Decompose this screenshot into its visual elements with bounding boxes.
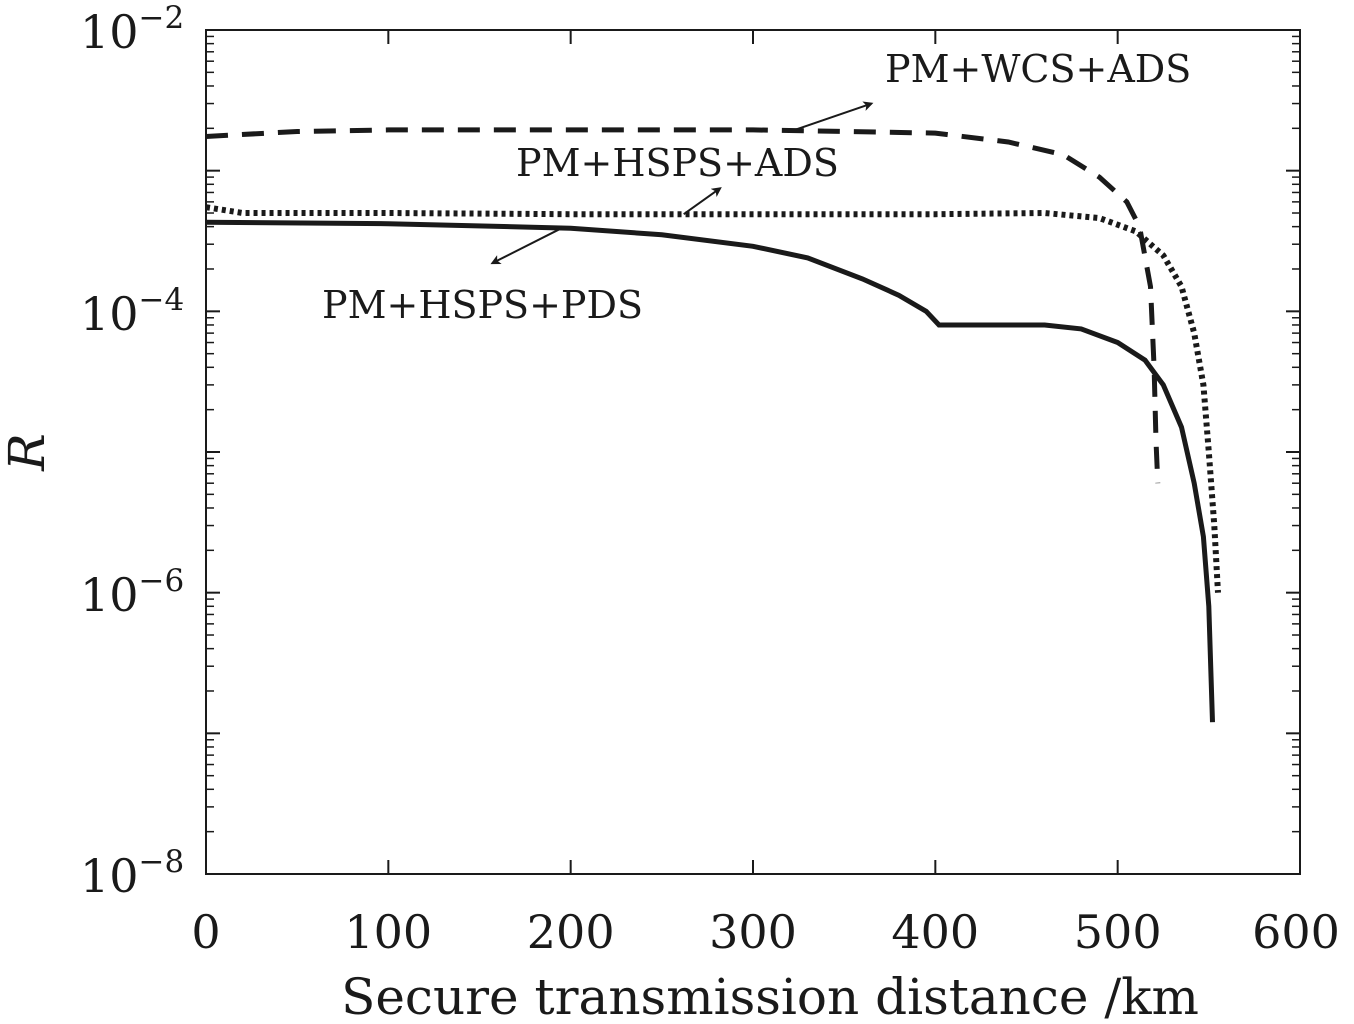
x-tick-label: 600 — [1252, 905, 1340, 959]
annotations: PM+WCS+ADS PM+HSPS+ADS PM+HSPS+PDS — [322, 47, 1191, 327]
x-tick-labels: 0 100 200 300 400 500 600 — [191, 905, 1340, 959]
y-tick-label: 10−4 — [80, 282, 184, 341]
y-tick-label: 10−6 — [80, 563, 184, 622]
x-tick-label: 500 — [1074, 905, 1162, 959]
x-tick-label: 0 — [191, 905, 220, 959]
annotation-label-hsps-pds: PM+HSPS+PDS — [322, 283, 643, 327]
y-tick-label: 10−8 — [80, 844, 184, 903]
y-tick-base: 10 — [80, 287, 139, 341]
y-tick-label: 10−2 — [80, 0, 184, 59]
y-tick-labels: 10−2 10−4 10−6 10−8 — [80, 0, 184, 903]
annotation-arrow-hsps-pds — [490, 227, 563, 265]
y-tick-exponent: −6 — [139, 563, 185, 599]
y-tick-base: 10 — [80, 849, 139, 903]
y-tick-base: 10 — [80, 568, 139, 622]
plot-frame — [205, 29, 1301, 875]
y-axis-title: R — [0, 433, 56, 472]
series-layer — [205, 127, 1221, 723]
series-solid-line — [205, 219, 1215, 723]
x-tick-label: 400 — [891, 905, 979, 959]
annotation-arrow-hsps-ads — [683, 187, 722, 216]
minor-ticks — [206, 35, 1300, 833]
x-tick-label: 200 — [527, 905, 615, 959]
y-tick-exponent: −2 — [139, 0, 185, 36]
x-axis-title: Secure transmission distance /km — [341, 968, 1199, 1024]
x-tick-label: 100 — [344, 905, 432, 959]
annotation-label-wcs-ads: PM+WCS+ADS — [885, 47, 1191, 91]
y-tick-exponent: −4 — [139, 282, 185, 318]
y-tick-base: 10 — [80, 5, 139, 59]
series-dashed-line — [205, 127, 1161, 484]
y-tick-exponent: −8 — [139, 844, 185, 880]
x-tick-label: 300 — [709, 905, 797, 959]
annotation-label-hsps-ads: PM+HSPS+ADS — [516, 141, 839, 185]
series-dotted-line — [205, 204, 1221, 593]
annotation-arrow-wcs-ads — [794, 101, 874, 131]
